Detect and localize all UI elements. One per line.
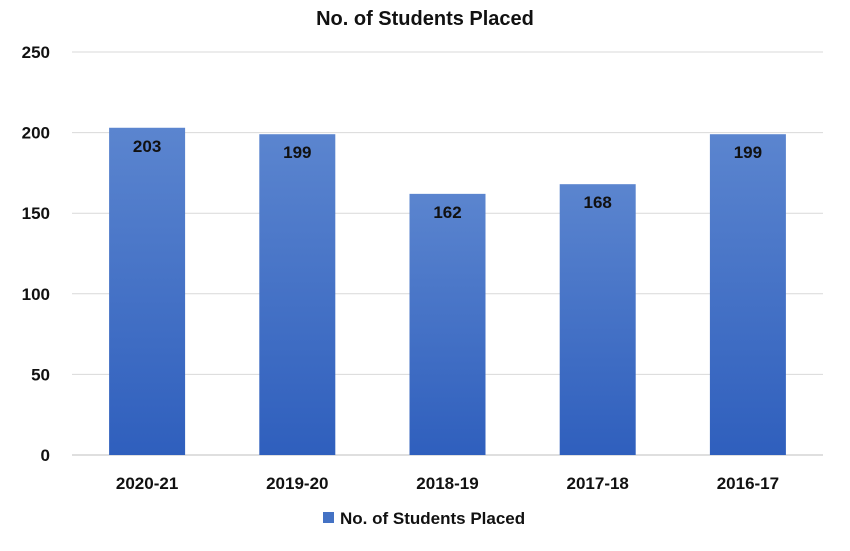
data-label: 199 (283, 143, 311, 162)
y-tick-label: 0 (41, 446, 50, 465)
data-label: 162 (433, 203, 461, 222)
bar (559, 184, 636, 455)
legend: No. of Students Placed (323, 509, 525, 528)
y-tick-label: 200 (22, 124, 50, 143)
x-tick-label: 2019-20 (266, 474, 328, 493)
data-label: 203 (133, 137, 161, 156)
chart-title: No. of Students Placed (316, 8, 534, 30)
bar (109, 127, 186, 455)
x-axis-ticks: 2020-21 2019-20 2018-19 2017-18 2016-17 (116, 474, 779, 493)
data-label: 199 (734, 143, 762, 162)
data-labels: 203 199 162 168 199 (133, 137, 762, 222)
x-tick-label: 2016-17 (717, 474, 779, 493)
x-tick-label: 2018-19 (416, 474, 478, 493)
legend-swatch (323, 512, 334, 523)
y-axis-ticks: 0 50 100 150 200 250 (22, 43, 50, 465)
y-tick-label: 100 (22, 285, 50, 304)
x-tick-label: 2020-21 (116, 474, 178, 493)
bar (409, 193, 486, 455)
bar (259, 134, 336, 455)
data-label: 168 (584, 193, 612, 212)
y-tick-label: 250 (22, 43, 50, 62)
y-tick-label: 50 (31, 365, 50, 384)
x-tick-label: 2017-18 (567, 474, 629, 493)
bars (109, 127, 786, 455)
legend-label: No. of Students Placed (340, 509, 525, 528)
bar (709, 134, 786, 455)
y-tick-label: 150 (22, 204, 50, 223)
